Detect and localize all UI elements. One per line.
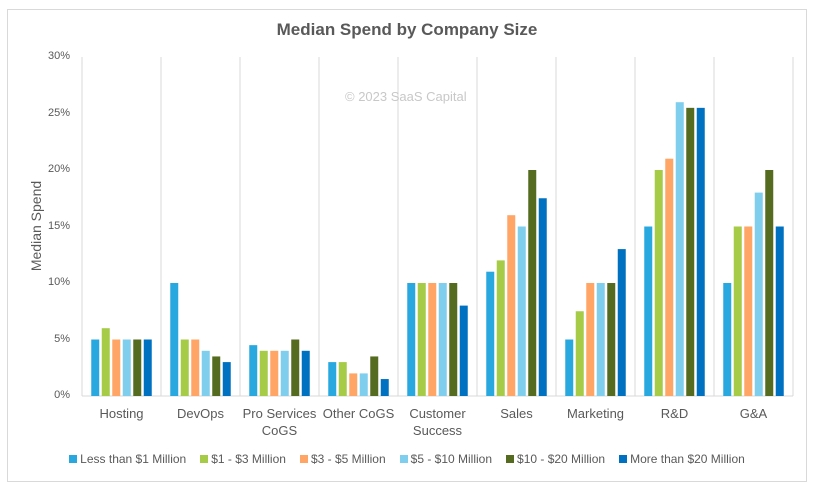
legend-item: $3 - $5 Million bbox=[299, 452, 386, 466]
bar bbox=[249, 345, 258, 396]
legend-swatch bbox=[506, 455, 515, 463]
bar bbox=[359, 373, 368, 396]
bar bbox=[507, 215, 516, 396]
legend-label: $1 - $3 Million bbox=[211, 452, 286, 466]
bar bbox=[338, 362, 347, 396]
bar bbox=[291, 339, 300, 396]
legend-item: $1 - $3 Million bbox=[200, 452, 286, 466]
bar bbox=[696, 107, 705, 396]
bar bbox=[133, 339, 142, 396]
bar bbox=[723, 283, 732, 396]
bar bbox=[380, 379, 389, 396]
legend-label: $3 - $5 Million bbox=[310, 452, 386, 466]
bar bbox=[744, 226, 753, 396]
legend-swatch bbox=[619, 455, 628, 463]
bar bbox=[143, 339, 152, 396]
bar bbox=[586, 283, 595, 396]
y-tick-label: 0% bbox=[54, 389, 70, 401]
bar bbox=[775, 226, 784, 396]
legend-swatch bbox=[200, 455, 209, 463]
bar bbox=[222, 362, 231, 396]
chart-title: Median Spend by Company Size bbox=[276, 20, 538, 39]
legend-label: More than $20 Million bbox=[630, 452, 745, 466]
bar bbox=[538, 198, 547, 396]
legend-item: Less than $1 Million bbox=[69, 452, 186, 466]
chart-frame bbox=[7, 9, 807, 482]
bar bbox=[270, 350, 279, 396]
bar bbox=[644, 226, 653, 396]
y-tick-label: 25% bbox=[47, 106, 70, 119]
bar bbox=[765, 170, 774, 396]
bar bbox=[280, 350, 289, 396]
x-tick-label: Marketing bbox=[566, 406, 625, 421]
bar bbox=[596, 283, 605, 396]
x-tick-label: Pro Services CoGS bbox=[242, 406, 317, 438]
bar bbox=[328, 362, 337, 396]
bar bbox=[428, 283, 437, 396]
x-tick-label: Sales bbox=[500, 406, 533, 421]
bar bbox=[486, 271, 495, 396]
bar bbox=[301, 350, 310, 396]
x-tick-label: Hosting bbox=[99, 406, 144, 421]
bar bbox=[565, 339, 574, 396]
bar bbox=[654, 170, 663, 396]
bar bbox=[496, 260, 505, 396]
watermark: © 2023 SaaS Capital bbox=[345, 89, 467, 104]
legend: Less than $1 Million $1 - $3 Million $3 - … bbox=[0, 452, 814, 466]
bar bbox=[349, 373, 358, 396]
bar bbox=[191, 339, 200, 396]
legend-swatch bbox=[399, 455, 408, 463]
legend-swatch bbox=[69, 455, 78, 463]
bar bbox=[91, 339, 100, 396]
bar bbox=[180, 339, 189, 396]
bar bbox=[459, 305, 468, 396]
legend-label: $5 - $10 Million bbox=[410, 452, 493, 466]
x-tick-label: G&A bbox=[739, 406, 768, 421]
bar bbox=[517, 226, 526, 396]
bar bbox=[101, 328, 110, 396]
bar bbox=[122, 339, 131, 396]
legend-item: More than $20 Million bbox=[619, 452, 745, 466]
bar bbox=[407, 283, 416, 396]
bar bbox=[438, 283, 447, 396]
x-tick-label: R&D bbox=[660, 406, 689, 421]
x-tick-label: Other CoGS bbox=[322, 406, 395, 421]
legend-swatch bbox=[299, 455, 308, 463]
y-tick-label: 30% bbox=[47, 50, 70, 62]
x-tick-label: Customer Success bbox=[409, 406, 466, 438]
bar bbox=[201, 350, 210, 396]
bar bbox=[675, 102, 684, 396]
y-tick-label: 10% bbox=[47, 276, 70, 288]
bar bbox=[449, 283, 458, 396]
bar bbox=[212, 356, 221, 396]
legend-label: Less than $1 Million bbox=[80, 452, 187, 466]
bar bbox=[575, 311, 584, 396]
bar bbox=[417, 283, 426, 396]
bar bbox=[617, 249, 626, 396]
legend-item: $10 - $20 Million bbox=[506, 452, 605, 466]
bar bbox=[607, 283, 616, 396]
y-tick-label: 15% bbox=[47, 219, 70, 232]
legend-label: $10 - $20 Million bbox=[517, 452, 606, 466]
bar bbox=[528, 170, 537, 396]
x-tick-label: DevOps bbox=[177, 406, 224, 421]
y-tick-label: 5% bbox=[54, 332, 70, 345]
bar bbox=[170, 283, 179, 396]
y-tick-label: 20% bbox=[47, 163, 70, 175]
bar bbox=[665, 158, 674, 396]
bar bbox=[259, 350, 268, 396]
bar bbox=[112, 339, 121, 396]
bar bbox=[733, 226, 742, 396]
legend-item: $5 - $10 Million bbox=[399, 452, 493, 466]
bar bbox=[754, 192, 763, 396]
bar bbox=[686, 107, 695, 396]
bar bbox=[370, 356, 379, 396]
